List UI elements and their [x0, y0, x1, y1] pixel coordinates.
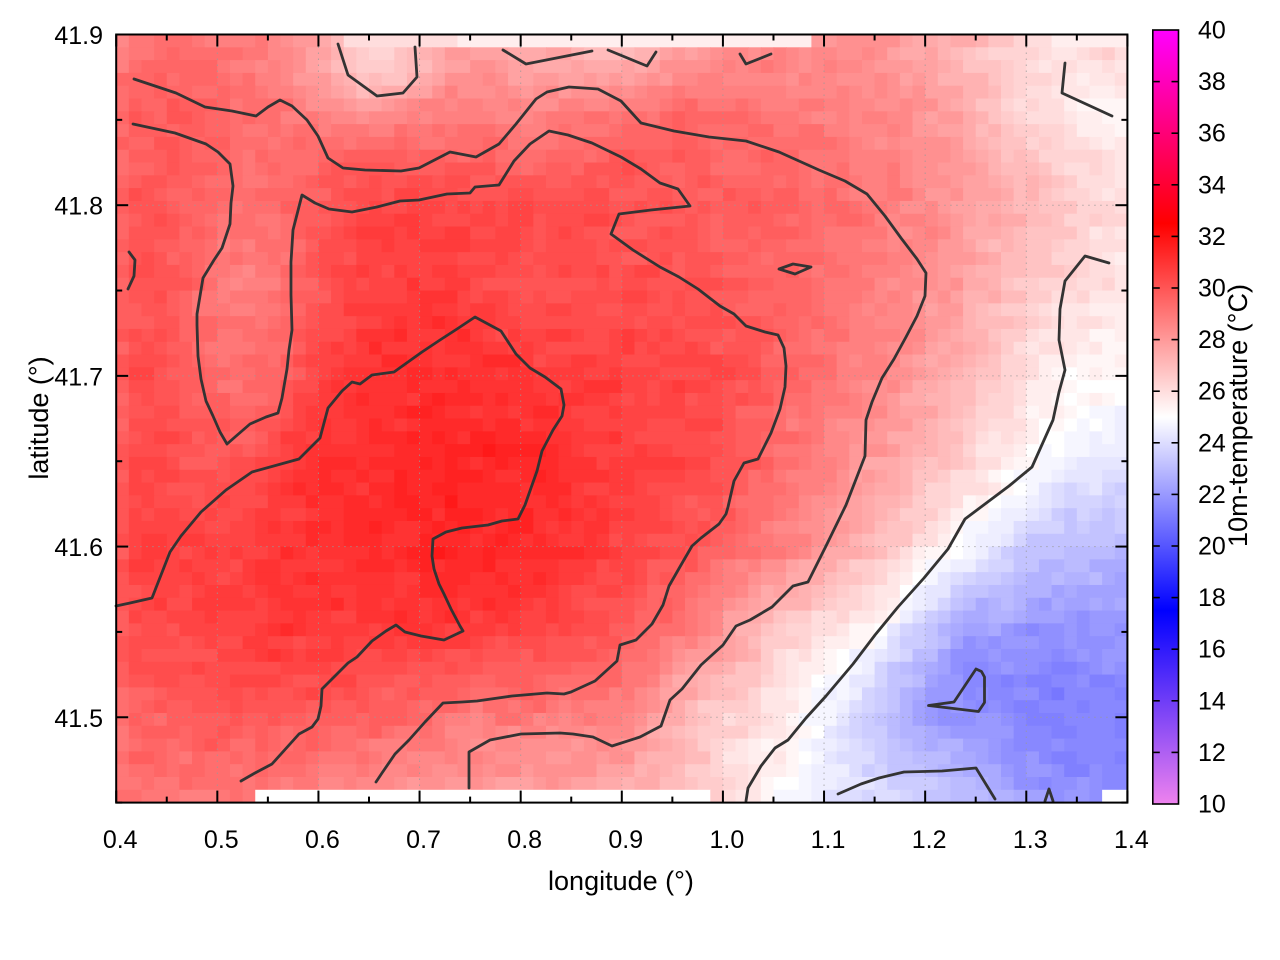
- svg-text:12: 12: [1198, 739, 1226, 767]
- svg-text:0.9: 0.9: [608, 826, 643, 854]
- svg-text:1.1: 1.1: [811, 826, 846, 854]
- svg-text:24: 24: [1198, 429, 1226, 457]
- svg-text:41.7: 41.7: [54, 363, 103, 391]
- svg-text:36: 36: [1198, 120, 1226, 148]
- svg-text:0.4: 0.4: [103, 826, 138, 854]
- svg-text:20: 20: [1198, 533, 1226, 561]
- svg-text:26: 26: [1198, 378, 1226, 406]
- svg-text:22: 22: [1198, 481, 1226, 509]
- svg-text:0.7: 0.7: [406, 826, 441, 854]
- svg-text:0.8: 0.8: [507, 826, 542, 854]
- svg-text:28: 28: [1198, 326, 1226, 354]
- svg-text:34: 34: [1198, 171, 1226, 199]
- svg-text:longitude (°): longitude (°): [548, 866, 694, 896]
- svg-text:1.4: 1.4: [1114, 826, 1149, 854]
- svg-text:41.6: 41.6: [54, 534, 103, 562]
- svg-text:30: 30: [1198, 275, 1226, 303]
- svg-text:1.3: 1.3: [1013, 826, 1048, 854]
- svg-text:0.6: 0.6: [305, 826, 340, 854]
- svg-text:0.5: 0.5: [204, 826, 239, 854]
- svg-text:38: 38: [1198, 68, 1226, 96]
- svg-text:14: 14: [1198, 687, 1226, 715]
- svg-text:16: 16: [1198, 636, 1226, 664]
- svg-text:10m-temperature (°C): 10m-temperature (°C): [1223, 284, 1253, 547]
- svg-text:1.2: 1.2: [912, 826, 947, 854]
- svg-text:10: 10: [1198, 791, 1226, 819]
- svg-text:1.0: 1.0: [710, 826, 745, 854]
- svg-text:latitude (°): latitude (°): [24, 356, 54, 479]
- svg-text:41.8: 41.8: [54, 193, 103, 221]
- svg-text:41.5: 41.5: [54, 705, 103, 733]
- svg-text:41.9: 41.9: [54, 22, 103, 50]
- svg-text:40: 40: [1198, 17, 1226, 45]
- svg-text:32: 32: [1198, 223, 1226, 251]
- svg-text:18: 18: [1198, 584, 1226, 612]
